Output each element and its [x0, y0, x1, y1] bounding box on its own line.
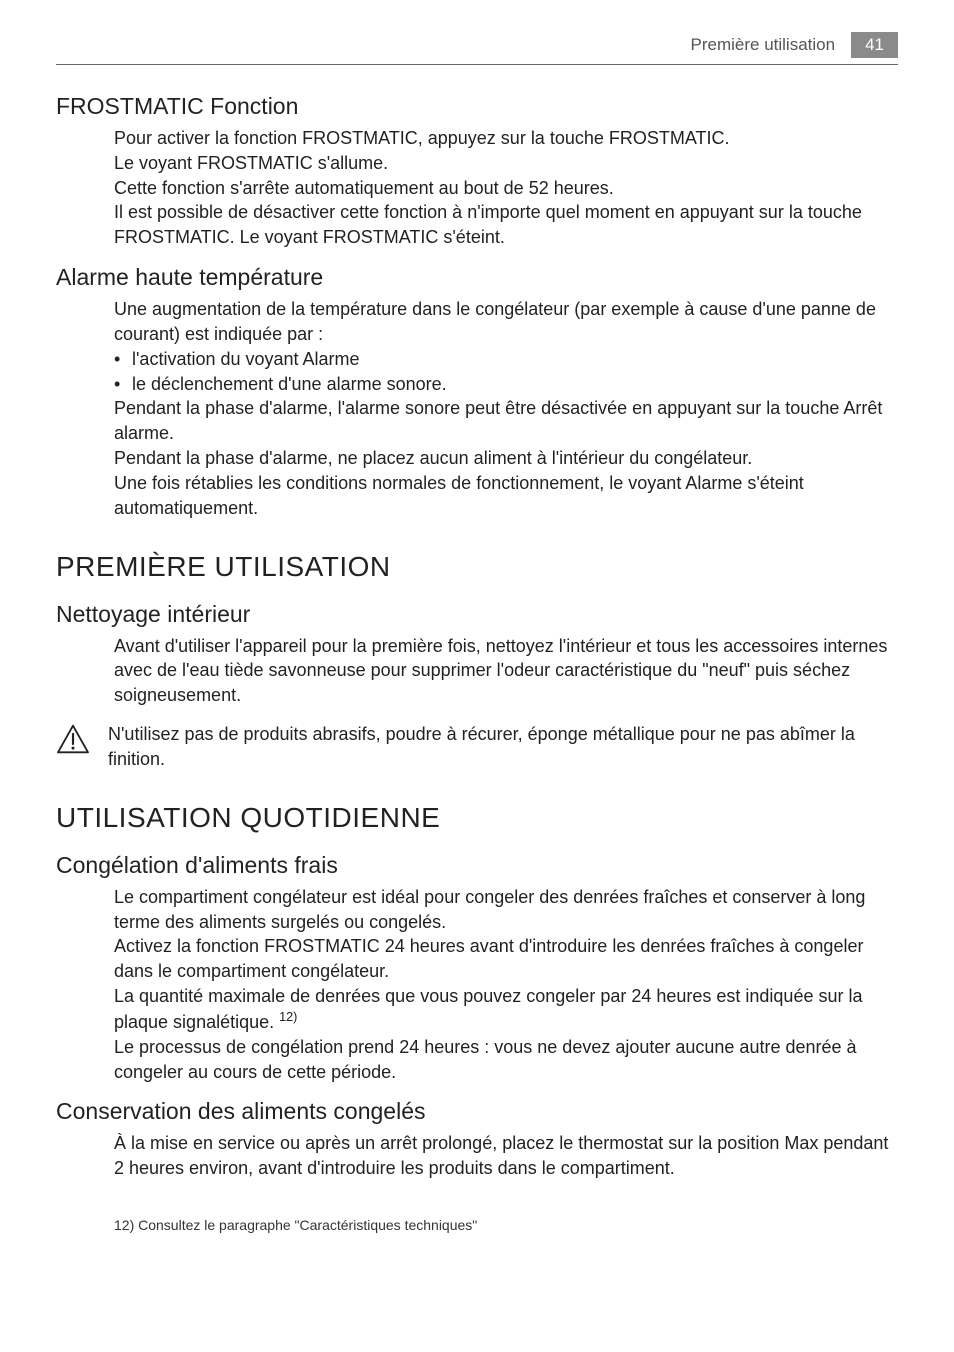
paragraph: Une fois rétablies les conditions normal…	[114, 471, 898, 521]
frostmatic-body: Pour activer la fonction FROSTMATIC, app…	[114, 126, 898, 250]
running-header: Première utilisation 41	[56, 32, 898, 58]
congelation-body: Le compartiment congélateur est idéal po…	[114, 885, 898, 1085]
running-title: Première utilisation	[691, 35, 836, 55]
paragraph: Le processus de congélation prend 24 heu…	[114, 1035, 898, 1085]
list-item: l'activation du voyant Alarme	[114, 347, 898, 372]
paragraph: Pendant la phase d'alarme, ne placez auc…	[114, 446, 898, 471]
paragraph: Activez la fonction FROSTMATIC 24 heures…	[114, 934, 898, 984]
section-heading-congelation: Congélation d'aliments frais	[56, 852, 898, 879]
section-heading-conservation: Conservation des aliments congelés	[56, 1098, 898, 1125]
chapter-heading-premiere: PREMIÈRE UTILISATION	[56, 551, 898, 583]
paragraph: Pendant la phase d'alarme, l'alarme sono…	[114, 396, 898, 446]
text-run: .	[269, 1012, 279, 1032]
warning-text: N'utilisez pas de produits abrasifs, pou…	[108, 722, 898, 772]
alarme-body: Une augmentation de la température dans …	[114, 297, 898, 520]
warning-block: N'utilisez pas de produits abrasifs, pou…	[56, 722, 898, 772]
section-heading-alarme: Alarme haute température	[56, 264, 898, 291]
text-run: La quantité maximale de denrées que vous…	[114, 986, 863, 1006]
paragraph: Pour activer la fonction FROSTMATIC, app…	[114, 126, 898, 151]
warning-icon	[56, 724, 90, 759]
bullet-list: l'activation du voyant Alarme le déclenc…	[114, 347, 898, 397]
paragraph: Il est possible de désactiver cette fonc…	[114, 200, 898, 250]
list-item: le déclenchement d'une alarme sonore.	[114, 372, 898, 397]
paragraph: La quantité maximale de denrées que vous…	[114, 984, 898, 1035]
paragraph: Le compartiment congélateur est idéal po…	[114, 885, 898, 935]
section-heading-nettoyage: Nettoyage intérieur	[56, 601, 898, 628]
nettoyage-body: Avant d'utiliser l'appareil pour la prem…	[114, 634, 898, 708]
paragraph: À la mise en service ou après un arrêt p…	[114, 1131, 898, 1181]
header-rule	[56, 64, 898, 65]
page: Première utilisation 41 FROSTMATIC Fonct…	[0, 0, 954, 1233]
text-bold: plaque signalétique	[114, 1012, 269, 1032]
chapter-heading-quotidienne: UTILISATION QUOTIDIENNE	[56, 802, 898, 834]
footnote-ref: 12)	[279, 1010, 297, 1024]
paragraph: Une augmentation de la température dans …	[114, 297, 898, 347]
section-heading-frostmatic: FROSTMATIC Fonction	[56, 93, 898, 120]
paragraph: Avant d'utiliser l'appareil pour la prem…	[114, 634, 898, 708]
paragraph: Le voyant FROSTMATIC s'allume.	[114, 151, 898, 176]
conservation-body: À la mise en service ou après un arrêt p…	[114, 1131, 898, 1181]
paragraph: N'utilisez pas de produits abrasifs, pou…	[108, 722, 898, 772]
page-number: 41	[851, 32, 898, 58]
paragraph: Cette fonction s'arrête automatiquement …	[114, 176, 898, 201]
footnote: 12) Consultez le paragraphe "Caractérist…	[114, 1217, 898, 1233]
